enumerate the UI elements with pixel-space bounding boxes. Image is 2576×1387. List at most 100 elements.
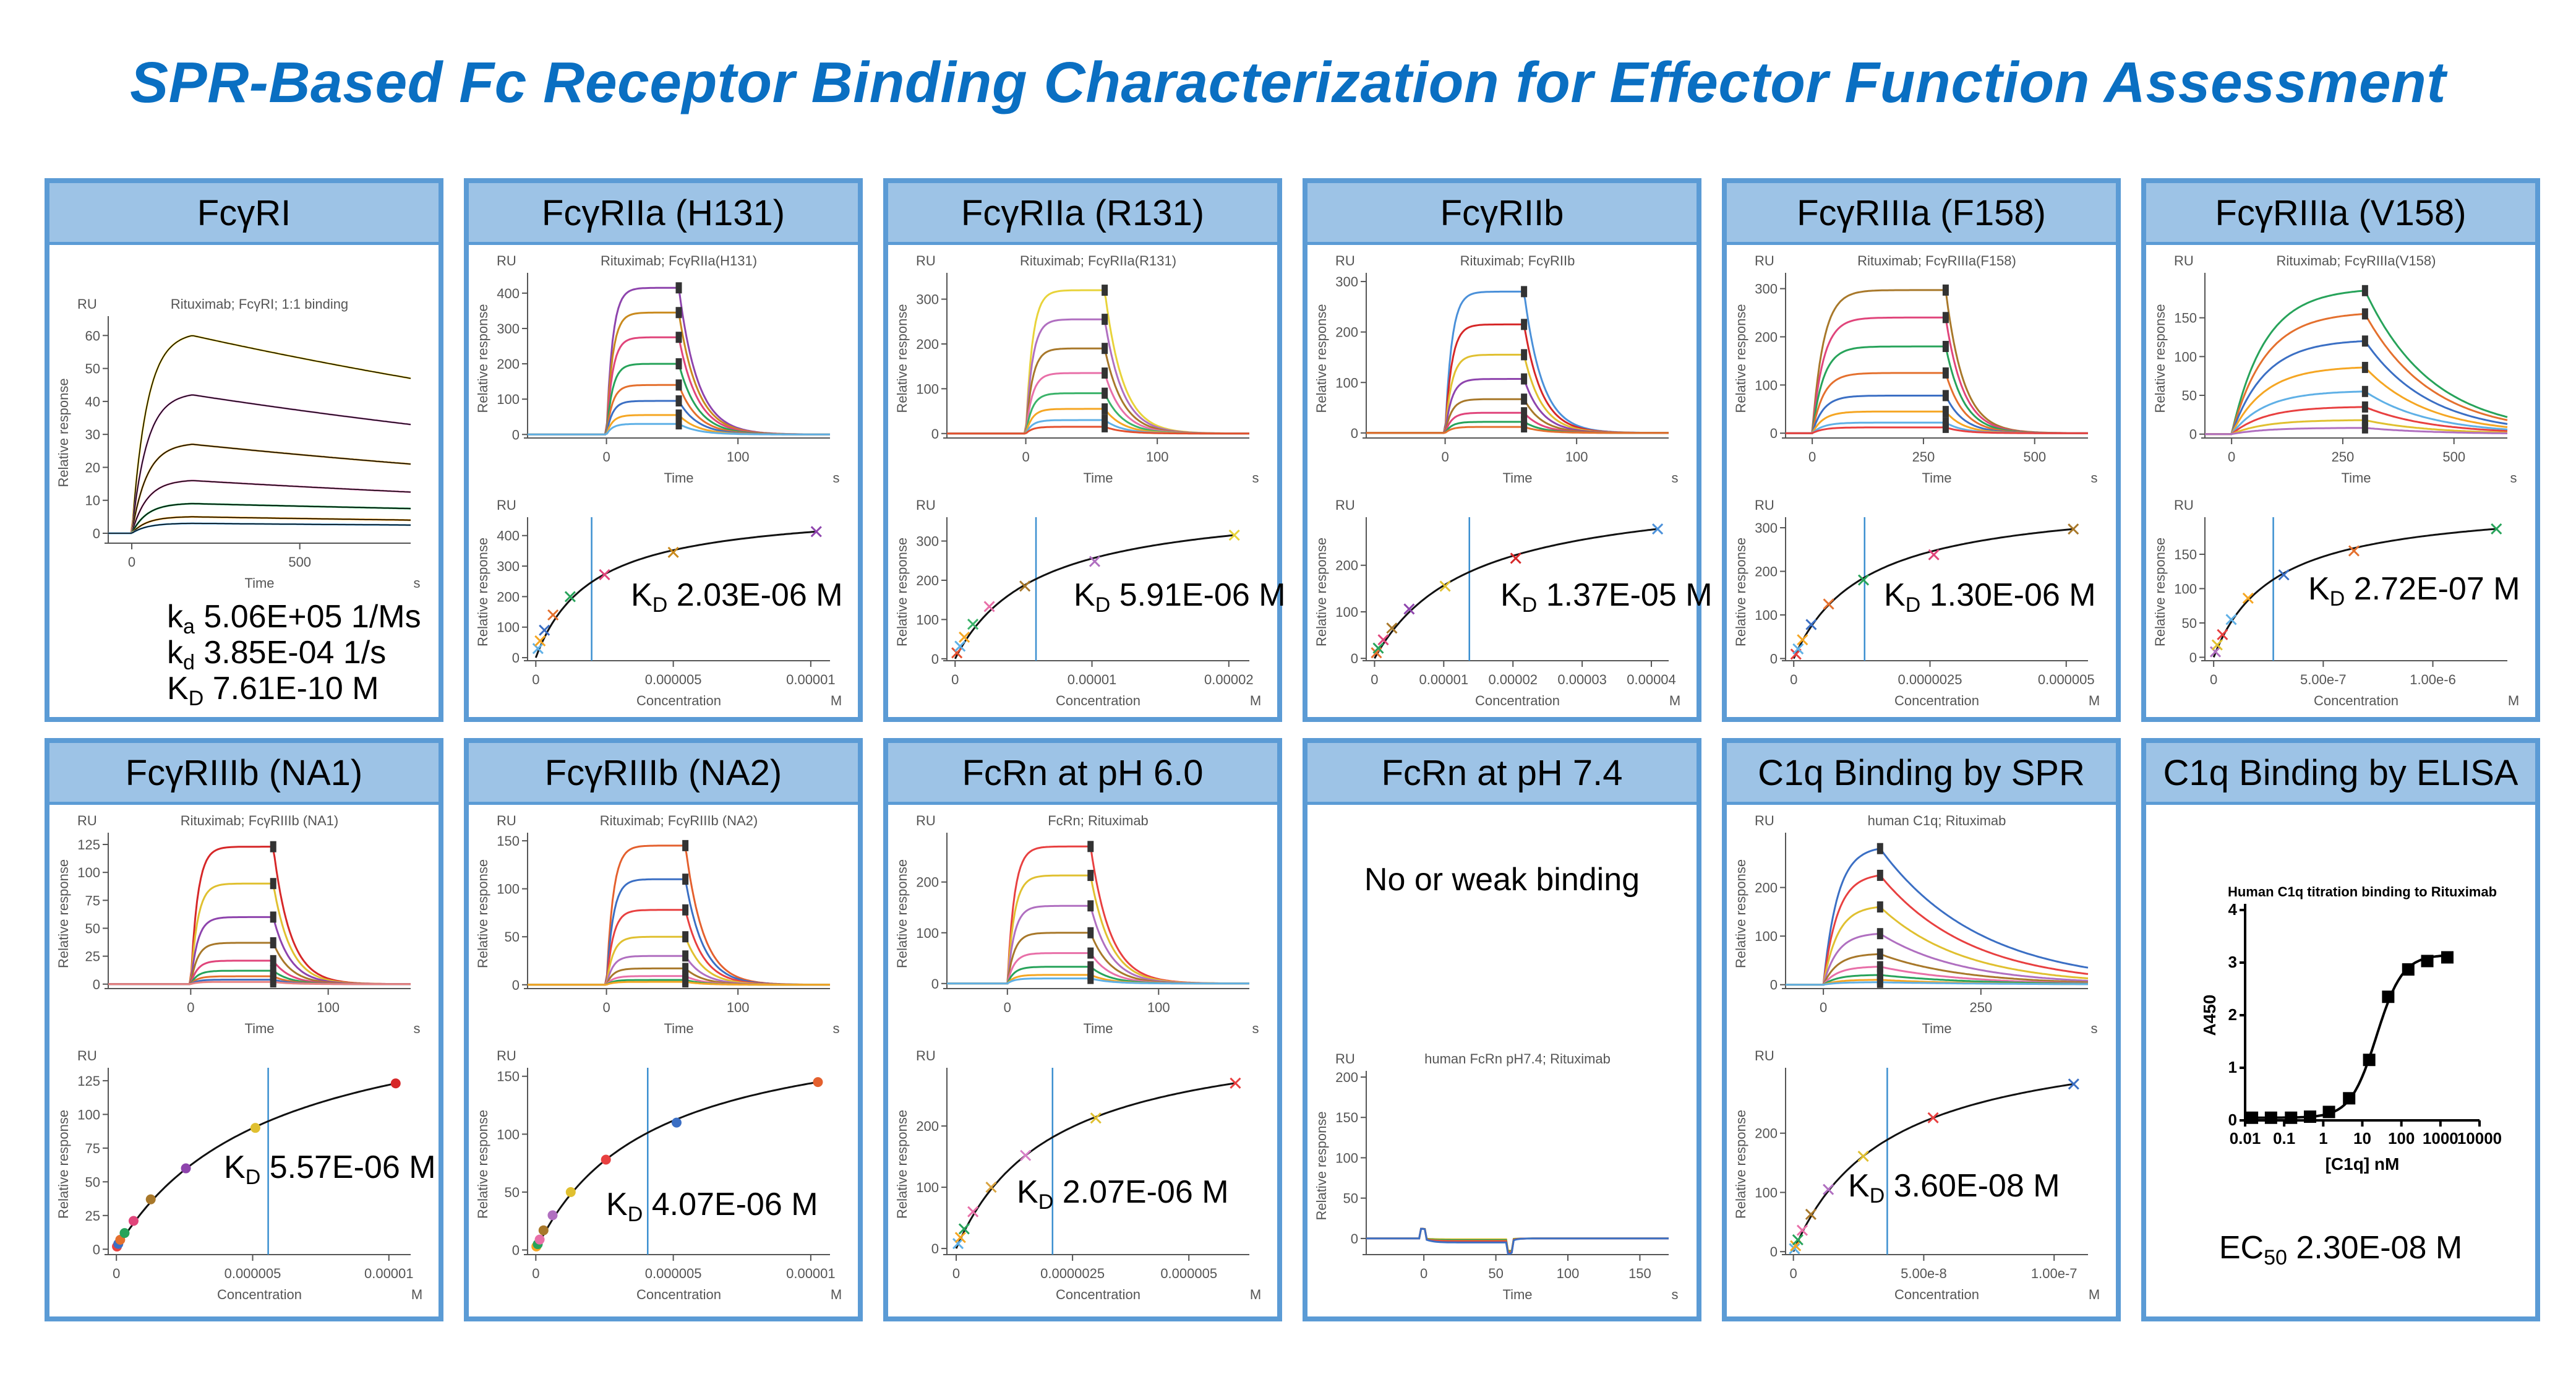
value-sub: D <box>245 1166 261 1189</box>
report-point-marker <box>1102 421 1108 432</box>
report-point-marker <box>2361 361 2368 373</box>
kd-value: KD 4.07E-06 M <box>606 1188 818 1225</box>
affinity-chart: 0 50 100 150 0 5.00e-7 1.00e-6 Relative respons… <box>2152 497 2519 708</box>
data-point <box>1796 1224 1808 1236</box>
report-point-marker <box>1087 870 1094 882</box>
x-tick-label: 0.01 <box>2230 1129 2261 1148</box>
sensorgram-curve <box>1366 1227 1669 1254</box>
x-unit-label: s <box>414 1021 421 1036</box>
x-tick-label: 0.00004 <box>1627 672 1676 687</box>
value-symbol: k <box>167 599 183 635</box>
x-unit-label: M <box>2089 693 2100 708</box>
x-axis-label: Concentration <box>1056 1287 1140 1302</box>
x-tick-label: 0 <box>1441 449 1448 465</box>
affinity-chart: 0 100 200 300 400 0 0.000005 0.00001 Relative re… <box>475 497 842 708</box>
y-axis-label: Relative response <box>2152 538 2168 646</box>
data-point <box>810 526 822 538</box>
x-tick-label: 5.00e-7 <box>2300 672 2347 687</box>
panel-body: 0 100 200 300 0 100 Relative response Time s RU Ri… <box>1307 245 1713 717</box>
y-tick-label: 150 <box>497 833 520 849</box>
x-axis-label: Time <box>244 575 274 591</box>
x-unit-label: s <box>414 575 421 591</box>
x-tick-label: 0 <box>113 1266 120 1281</box>
chart-title: Rituximab; FcγRIIIa(F158) <box>1857 253 2016 268</box>
x-tick-label: 0.00002 <box>1204 672 1254 687</box>
y-tick-label: 200 <box>1335 558 1358 573</box>
panel-body: 0 50 100 150 200 0 50 100 150 Relative response Ti… <box>1307 805 1697 1316</box>
y-tick-label: 0 <box>2228 1110 2237 1129</box>
report-point-marker <box>1102 343 1108 354</box>
y-tick-label: 100 <box>77 1107 100 1122</box>
kd-value: KD 5.91E-06 M <box>1074 579 1286 616</box>
kd-value: KD 1.37E-05 M <box>1500 579 1713 616</box>
data-point <box>2343 1092 2356 1105</box>
y-tick-label: 200 <box>1335 325 1358 340</box>
sensorgram-curve <box>108 942 411 986</box>
y-axis-label: Relative response <box>894 859 910 968</box>
y-tick-label: 0 <box>512 650 520 666</box>
y-tick-label: 300 <box>1755 520 1778 536</box>
y-tick-label: 50 <box>2182 616 2197 631</box>
y-tick-label: 0 <box>2189 650 2197 665</box>
report-point-marker <box>1876 961 1883 973</box>
x-axis-label: Concentration <box>636 693 721 708</box>
y-tick-label: 125 <box>77 837 100 852</box>
value-value: 7.61E-10 M <box>203 671 379 706</box>
x-tick-label: 500 <box>2442 449 2465 465</box>
data-point <box>1805 619 1817 630</box>
panel-8: FcγRIIIb (NA2) 0 50 100 150 0 100 Relative resp… <box>464 738 863 1321</box>
y-tick-label: 50 <box>85 921 100 936</box>
y-unit-label: RU <box>497 813 516 828</box>
report-point-marker <box>682 963 689 974</box>
y-tick-label: 200 <box>1755 329 1778 345</box>
sensorgram-curve <box>2205 290 2508 436</box>
sensorgram-curve <box>108 960 411 986</box>
y-tick-label: 0 <box>1770 977 1778 993</box>
report-point-marker <box>2361 335 2368 347</box>
y-axis-label: Relative response <box>56 859 71 968</box>
y-axis-label: Relative response <box>894 304 910 413</box>
y-tick-label: 300 <box>1755 281 1778 297</box>
report-point-marker <box>2361 385 2368 397</box>
y-axis-label: Relative response <box>2152 304 2168 413</box>
x-tick-label: 250 <box>1969 1000 1992 1015</box>
report-point-marker <box>682 931 689 943</box>
x-axis-label: Time <box>664 470 693 486</box>
x-axis-label: Time <box>1502 470 1532 486</box>
x-tick-label: 0 <box>128 554 135 570</box>
ka-value: ka 5.06E+05 1/Ms <box>167 599 421 637</box>
report-point-marker <box>1942 312 1949 324</box>
x-tick-label: 1.00e-7 <box>2031 1266 2077 1281</box>
data-point <box>2246 1111 2259 1124</box>
x-tick-label: 0 <box>187 1000 194 1015</box>
x-axis-label: Concentration <box>1894 693 1979 708</box>
report-point-marker <box>2361 401 2368 413</box>
y-tick-label: 0 <box>1351 651 1358 666</box>
panel-12: C1q Binding by ELISA 0 1 2 3 4 0.01 0.1 1 10 100 10… <box>2141 738 2540 1321</box>
report-point-marker <box>270 937 276 948</box>
y-tick-label: 200 <box>1755 880 1778 896</box>
data-point <box>951 647 963 659</box>
x-unit-label: s <box>1252 1021 1259 1036</box>
steady-state-fit-curve <box>1792 528 2074 659</box>
x-tick-label: 0 <box>1808 449 1816 465</box>
y-tick-label: 50 <box>85 1174 100 1190</box>
report-point-marker <box>1942 367 1949 379</box>
value-sub: D <box>1095 593 1111 617</box>
x-unit-label: s <box>2091 1021 2098 1036</box>
panel-11: C1q Binding by SPR 0 100 200 0 250 Relative re… <box>1722 738 2121 1321</box>
y-unit-label: RU <box>497 253 516 268</box>
y-tick-label: 100 <box>2174 581 2197 596</box>
data-point <box>2382 990 2395 1003</box>
y-tick-label: 0 <box>1770 1244 1778 1260</box>
value-value: 2.72E-07 M <box>2345 571 2520 607</box>
value-sub: 50 <box>2264 1246 2287 1269</box>
data-point <box>1789 1243 1800 1255</box>
data-point <box>2225 614 2237 625</box>
x-axis-label: Concentration <box>2314 693 2398 708</box>
report-point-marker <box>1087 947 1094 959</box>
data-point <box>1652 523 1664 535</box>
x-axis-label: Time <box>244 1021 274 1036</box>
y-tick-label: 200 <box>497 589 520 604</box>
panel-body: 0 100 200 300 400 0 100 Relative response Time s R… <box>469 245 858 717</box>
